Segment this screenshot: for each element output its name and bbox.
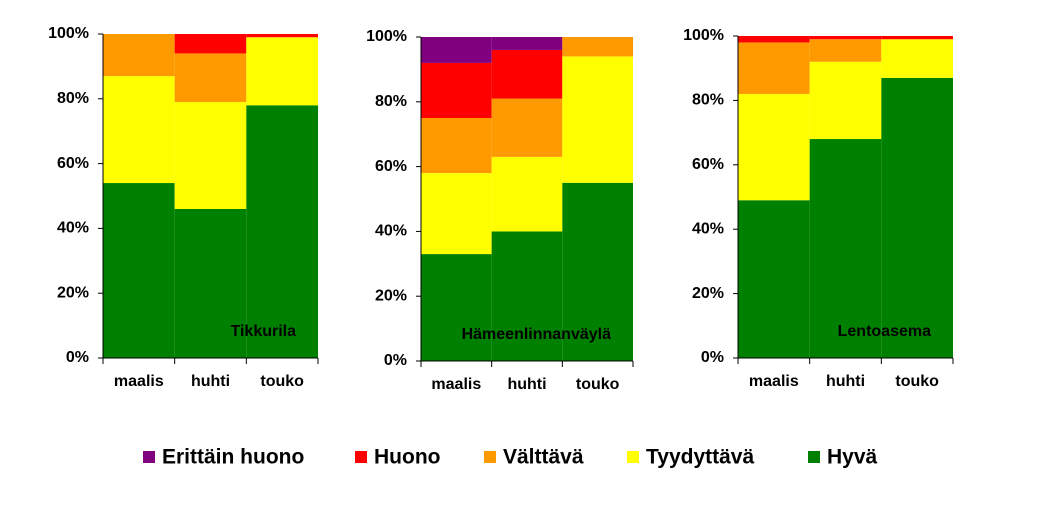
y-tick-label: 0%: [701, 349, 724, 366]
x-tick-label: touko: [895, 373, 939, 390]
legend-swatch: [627, 451, 639, 463]
y-tick-label: 20%: [57, 284, 89, 301]
bar-segment: [881, 77, 953, 359]
legend-swatch: [484, 451, 496, 463]
bar-segment: [421, 118, 492, 174]
bar-segment: [246, 34, 318, 38]
y-tick-label: 60%: [375, 158, 407, 175]
y-tick-label: 80%: [692, 92, 724, 109]
legend-label: Välttävä: [503, 446, 584, 469]
y-tick-label: 100%: [48, 25, 89, 42]
x-tick-label: maalis: [431, 376, 481, 393]
bar-segment: [562, 56, 633, 183]
legend-label: Erittäin huono: [162, 446, 304, 469]
legend-label: Hyvä: [827, 446, 878, 469]
bar-segment: [421, 37, 492, 63]
bar-segment: [881, 36, 953, 40]
bar-segment: [103, 183, 175, 358]
y-tick-label: 60%: [692, 156, 724, 173]
bar-segment: [809, 39, 882, 62]
y-tick-label: 100%: [683, 27, 724, 44]
legend-swatch: [355, 451, 367, 463]
y-tick-label: 20%: [375, 287, 407, 304]
legend-label: Huono: [374, 446, 440, 469]
bar-segment: [491, 37, 563, 50]
y-tick-label: 80%: [375, 93, 407, 110]
bar-segment: [738, 42, 810, 94]
legend-swatch: [808, 451, 820, 463]
y-tick-label: 100%: [366, 28, 407, 45]
bar-segment: [738, 93, 810, 201]
bar-segment: [174, 102, 247, 209]
bar-segment: [491, 231, 563, 361]
y-tick-label: 40%: [692, 220, 724, 237]
bar-segment: [809, 61, 882, 140]
x-tick-label: maalis: [114, 373, 164, 390]
y-tick-label: 0%: [66, 349, 89, 366]
bar-segment: [738, 36, 810, 43]
chart-title: Tikkurila: [230, 323, 296, 340]
bar-segment: [562, 37, 633, 57]
bar-segment: [174, 208, 247, 358]
bar-segment: [809, 36, 882, 40]
y-tick-label: 60%: [57, 155, 89, 172]
y-tick-label: 40%: [375, 223, 407, 240]
bar-segment: [421, 254, 492, 361]
bar-segment: [562, 182, 633, 361]
bar-segment: [738, 200, 810, 358]
legend-swatch: [143, 451, 155, 463]
y-tick-label: 20%: [692, 285, 724, 302]
bar-segment: [491, 156, 563, 232]
bar-segment: [103, 76, 175, 184]
bar-segment: [491, 49, 563, 99]
x-tick-label: huhti: [507, 376, 546, 393]
bar-segment: [103, 34, 175, 77]
x-tick-label: huhti: [191, 373, 230, 390]
bar-segment: [491, 98, 563, 157]
y-tick-label: 80%: [57, 90, 89, 107]
bar-segment: [174, 34, 247, 54]
y-tick-label: 40%: [57, 220, 89, 237]
x-tick-label: touko: [576, 376, 620, 393]
chart-title: Hämeenlinnanväylä: [462, 326, 612, 343]
bar-segment: [174, 53, 247, 103]
bar-segment: [246, 37, 318, 106]
bar-segment: [246, 105, 318, 358]
y-tick-label: 0%: [384, 352, 407, 369]
x-tick-label: touko: [260, 373, 304, 390]
x-tick-label: huhti: [826, 373, 865, 390]
legend-label: Tyydyttävä: [646, 446, 754, 469]
x-tick-label: maalis: [749, 373, 799, 390]
bar-segment: [809, 139, 882, 358]
bar-segment: [421, 173, 492, 255]
chart-title: Lentoasema: [838, 323, 931, 340]
bar-segment: [421, 62, 492, 118]
bar-segment: [881, 39, 953, 78]
